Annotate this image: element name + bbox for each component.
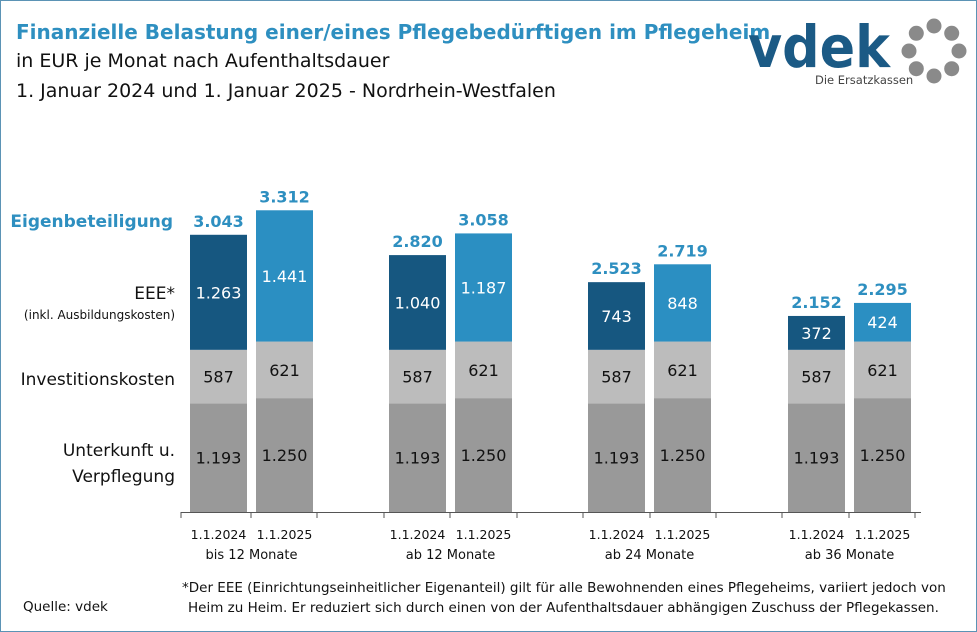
x-tick-date: 1.1.2025 <box>655 527 711 542</box>
logo-wordmark: vdek <box>748 13 891 81</box>
bar-segment-unterkunft <box>854 398 911 512</box>
source-note: Quelle: vdek <box>23 599 108 615</box>
bar-segment-eee <box>256 210 313 342</box>
data-label-investitionskosten: 621 <box>867 361 898 380</box>
x-group-label: bis 12 Monate <box>206 548 298 563</box>
bar-segment-unterkunft <box>654 398 711 512</box>
x-tick-date: 1.1.2025 <box>257 527 313 542</box>
data-label-total: 2.295 <box>857 280 908 299</box>
data-label-unterkunft: 1.193 <box>794 449 840 468</box>
data-label-investitionskosten: 587 <box>402 368 433 387</box>
logo-ring-dot <box>901 43 917 59</box>
bar-segment-investitionskosten <box>788 349 845 404</box>
bar-segment-investitionskosten <box>854 341 911 399</box>
data-label-eee: 1.187 <box>461 278 507 297</box>
bar-segment-eee <box>389 255 446 350</box>
data-label-total: 2.152 <box>791 293 842 312</box>
data-label-investitionskosten: 587 <box>801 368 832 387</box>
bar-segment-eee <box>788 315 845 350</box>
data-label-investitionskosten: 621 <box>667 361 698 380</box>
bar-segment-investitionskosten <box>588 349 645 404</box>
footnote-line: *Der EEE (Einrichtungseinheitlicher Eige… <box>182 580 946 596</box>
bar-segment-investitionskosten <box>389 349 446 404</box>
footnote: *Der EEE (Einrichtungseinheitlicher Eige… <box>182 578 946 618</box>
data-label-total: 2.820 <box>392 232 443 251</box>
vdek-logo: vdek Die Ersatzkassen <box>748 13 967 87</box>
data-label-total: 2.523 <box>591 259 642 278</box>
logo-ring-dot <box>908 61 924 77</box>
logo-ring-dot <box>926 18 942 34</box>
bar-segment-unterkunft <box>389 403 446 512</box>
legend-investitionskosten: Investitionskosten <box>21 370 175 390</box>
x-tick-date: 1.1.2024 <box>191 527 247 542</box>
data-label-unterkunft: 1.250 <box>262 446 308 465</box>
x-group-label: ab 24 Monate <box>605 548 695 563</box>
x-tick-date: 1.1.2025 <box>456 527 512 542</box>
bar-segment-unterkunft <box>190 403 247 512</box>
legend-verpflegung: Verpflegung <box>72 467 175 487</box>
logo-ring-dot <box>944 25 960 41</box>
bar-segment-eee <box>588 282 645 350</box>
data-label-eee: 372 <box>801 324 832 343</box>
logo-ring-icon <box>901 18 967 84</box>
bar-segment-eee <box>455 233 512 342</box>
bar-segment-eee <box>190 234 247 350</box>
data-label-eee: 1.040 <box>395 293 441 312</box>
data-label-unterkunft: 1.193 <box>196 449 242 468</box>
data-label-total: 3.043 <box>193 212 244 231</box>
data-label-eee: 1.441 <box>262 267 308 286</box>
data-label-unterkunft: 1.193 <box>594 449 640 468</box>
data-label-unterkunft: 1.250 <box>461 446 507 465</box>
logo-ring-dot <box>926 68 942 84</box>
data-label-investitionskosten: 621 <box>269 361 300 380</box>
data-label-unterkunft: 1.250 <box>660 446 706 465</box>
data-label-unterkunft: 1.250 <box>860 446 906 465</box>
chart-date-region: 1. Januar 2024 und 1. Januar 2025 - Nord… <box>16 80 556 102</box>
bar-segment-investitionskosten <box>654 341 711 399</box>
chart-subtitle: in EUR je Monat nach Aufenthaltsdauer <box>16 50 390 72</box>
legend-eee-sub: (inkl. Ausbildungskosten) <box>24 308 175 322</box>
data-label-eee: 848 <box>667 294 698 313</box>
bar-segment-investitionskosten <box>455 341 512 399</box>
bar-segment-investitionskosten <box>190 349 247 404</box>
data-label-total: 3.058 <box>458 210 509 229</box>
logo-ring-dot <box>944 61 960 77</box>
logo-ring-dot <box>951 43 967 59</box>
logo-tagline: Die Ersatzkassen <box>815 73 913 87</box>
bar-segment-unterkunft <box>788 403 845 512</box>
x-tick-date: 1.1.2024 <box>789 527 845 542</box>
bar-segment-unterkunft <box>455 398 512 512</box>
data-label-eee: 1.263 <box>196 283 242 302</box>
bar-segment-unterkunft <box>588 403 645 512</box>
x-tick-date: 1.1.2025 <box>855 527 911 542</box>
x-group-label: ab 12 Monate <box>406 548 496 563</box>
x-tick-date: 1.1.2024 <box>390 527 446 542</box>
data-label-unterkunft: 1.193 <box>395 449 441 468</box>
data-label-investitionskosten: 587 <box>203 368 234 387</box>
data-label-eee: 424 <box>867 313 898 332</box>
x-group-label: ab 36 Monate <box>805 548 895 563</box>
data-label-eee: 743 <box>601 307 632 326</box>
data-label-total: 2.719 <box>657 241 708 260</box>
data-label-investitionskosten: 621 <box>468 361 499 380</box>
bar-segment-investitionskosten <box>256 341 313 399</box>
bar-segment-eee <box>854 302 911 342</box>
data-label-investitionskosten: 587 <box>601 368 632 387</box>
x-tick-date: 1.1.2024 <box>589 527 645 542</box>
bar-segment-eee <box>654 264 711 342</box>
logo-ring-dot <box>908 25 924 41</box>
legend-eee: EEE* <box>134 284 175 304</box>
legend-eigenbeteiligung: Eigenbeteiligung <box>10 212 173 232</box>
legend-unterkunft: Unterkunft u. <box>63 441 175 461</box>
bar-segment-unterkunft <box>256 398 313 512</box>
footnote-line: Heim zu Heim. Er reduziert sich durch ei… <box>188 600 939 616</box>
chart-title: Finanzielle Belastung einer/eines Pflege… <box>16 20 771 44</box>
data-label-total: 3.312 <box>259 187 310 206</box>
